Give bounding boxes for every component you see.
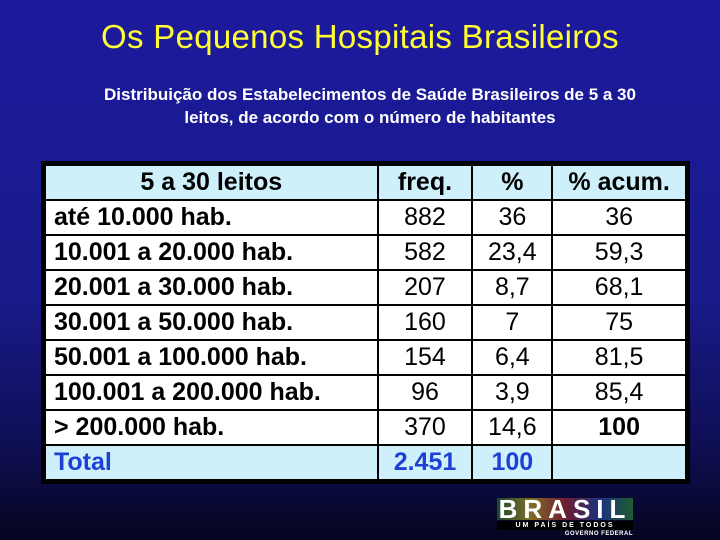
cell-cumulative: 81,5 [551, 339, 687, 376]
cell-percent: 7 [471, 304, 554, 341]
cell-freq: 582 [376, 234, 474, 271]
logo-tagline: UM PAÍS DE TODOS [497, 521, 633, 530]
distribution-table: 5 a 30 leitos freq. % % acum. até 10.000… [44, 164, 687, 481]
cell-percent: 36 [471, 199, 554, 236]
cell-freq: 154 [376, 339, 474, 376]
slide-subtitle: Distribuição dos Estabelecimentos de Saú… [40, 83, 700, 129]
table-row: > 200.000 hab. 370 14,6 100 [44, 409, 687, 446]
logo-word: BRASIL [498, 494, 632, 524]
table-total-row: Total 2.451 100 [44, 444, 687, 481]
slide-title: Os Pequenos Hospitais Brasileiros [101, 18, 619, 55]
cell-cumulative: 75 [551, 304, 687, 341]
cell-cumulative: 85,4 [551, 374, 687, 411]
cell-cumulative: 59,3 [551, 234, 687, 271]
cell-percent: 14,6 [471, 409, 554, 446]
table-row: 10.001 a 20.000 hab. 582 23,4 59,3 [44, 234, 687, 271]
subtitle-line-1: Distribuição dos Estabelecimentos de Saú… [104, 85, 636, 104]
total-cumulative [551, 444, 687, 481]
cell-percent: 23,4 [471, 234, 554, 271]
cell-cumulative: 100 [551, 409, 687, 446]
cell-cumulative: 36 [551, 199, 687, 236]
table-row: 100.001 a 200.000 hab. 96 3,9 85,4 [44, 374, 687, 411]
cell-range: até 10.000 hab. [44, 199, 379, 236]
cell-range: 50.001 a 100.000 hab. [44, 339, 379, 376]
cell-cumulative: 68,1 [551, 269, 687, 306]
header-freq: freq. [376, 164, 474, 201]
distribution-table-frame: 5 a 30 leitos freq. % % acum. até 10.000… [41, 161, 690, 484]
table-row: 30.001 a 50.000 hab. 160 7 75 [44, 304, 687, 341]
header-range: 5 a 30 leitos [44, 164, 379, 201]
header-percent: % [471, 164, 554, 201]
cell-range: 100.001 a 200.000 hab. [44, 374, 379, 411]
table-header-row: 5 a 30 leitos freq. % % acum. [44, 164, 687, 201]
brasil-government-logo: BRASIL UM PAÍS DE TODOS GOVERNO FEDERAL [497, 495, 633, 540]
table-row: 50.001 a 100.000 hab. 154 6,4 81,5 [44, 339, 687, 376]
total-freq: 2.451 [376, 444, 474, 481]
cell-range: > 200.000 hab. [44, 409, 379, 446]
cell-range: 20.001 a 30.000 hab. [44, 269, 379, 306]
total-label: Total [44, 444, 379, 481]
total-percent: 100 [471, 444, 554, 481]
cell-freq: 370 [376, 409, 474, 446]
logo-color-band [497, 498, 633, 520]
cell-percent: 6,4 [471, 339, 554, 376]
cell-percent: 8,7 [471, 269, 554, 306]
cell-range: 30.001 a 50.000 hab. [44, 304, 379, 341]
header-cumulative-percent: % acum. [551, 164, 687, 201]
cell-freq: 96 [376, 374, 474, 411]
subtitle-line-2: leitos, de acordo com o número de habita… [184, 108, 556, 127]
cell-range: 10.001 a 20.000 hab. [44, 234, 379, 271]
cell-percent: 3,9 [471, 374, 554, 411]
cell-freq: 882 [376, 199, 474, 236]
cell-freq: 207 [376, 269, 474, 306]
cell-freq: 160 [376, 304, 474, 341]
logo-government: GOVERNO FEDERAL [564, 531, 633, 537]
table-row: até 10.000 hab. 882 36 36 [44, 199, 687, 236]
table-row: 20.001 a 30.000 hab. 207 8,7 68,1 [44, 269, 687, 306]
